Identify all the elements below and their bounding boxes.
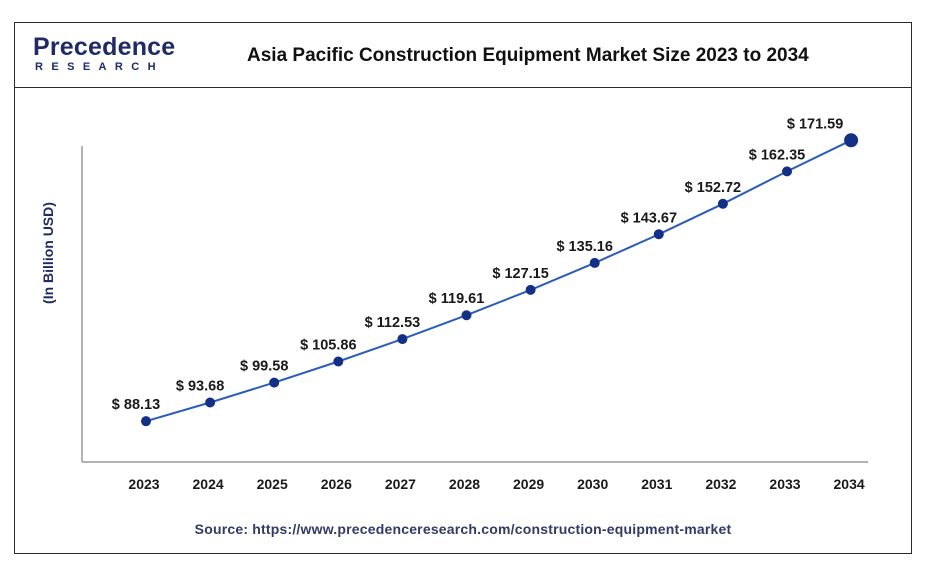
brand-logo: Precedence RESEARCH: [33, 33, 193, 77]
data-point-2032: [717, 198, 728, 209]
data-label-2028: $ 119.61: [429, 291, 485, 307]
chart-title: Asia Pacific Construction Equipment Mark…: [247, 45, 809, 66]
source-note: Source: https://www.precedenceresearch.c…: [194, 521, 732, 537]
data-point-2029: [525, 284, 536, 295]
data-label-2031: $ 143.67: [621, 210, 677, 226]
x-tick-2034: 2034: [834, 476, 865, 492]
data-label-2032: $ 152.72: [685, 180, 741, 196]
logo-wordmark: Precedence: [33, 33, 176, 61]
data-label-2030: $ 135.16: [556, 239, 612, 255]
x-tick-2031: 2031: [641, 476, 672, 492]
data-label-2023: $ 88.13: [112, 397, 160, 413]
data-point-2034: [844, 133, 859, 148]
data-point-2026: [333, 356, 344, 367]
x-tick-2025: 2025: [257, 476, 288, 492]
data-point-2025: [269, 377, 280, 388]
x-tick-2030: 2030: [577, 476, 608, 492]
data-labels: $ 88.13 $ 93.68 $ 99.58 $ 105.86 $ 112.53 $ 1…: [112, 116, 844, 413]
x-tick-labels: 2023 2024 2025 2026 2027 2028 2029 2030 2031 2032…: [128, 476, 864, 492]
x-tick-2027: 2027: [385, 476, 416, 492]
data-label-2029: $ 127.15: [492, 266, 548, 282]
data-label-2025: $ 99.58: [240, 359, 288, 375]
data-point-2023: [141, 416, 151, 427]
data-label-2024: $ 93.68: [176, 379, 224, 395]
data-label-2033: $ 162.35: [749, 147, 805, 163]
data-point-2028: [461, 310, 472, 321]
series-line: [145, 139, 852, 423]
x-tick-2033: 2033: [769, 476, 800, 492]
chart-frame: Precedence RESEARCH Asia Pacific Constru…: [14, 22, 912, 554]
x-tick-2023: 2023: [128, 476, 159, 492]
data-point-2030: [589, 257, 600, 268]
data-point-2027: [397, 334, 408, 345]
x-tick-2026: 2026: [321, 476, 352, 492]
data-points: [141, 133, 859, 427]
data-point-2024: [205, 397, 216, 408]
data-label-2027: $ 112.53: [365, 315, 421, 331]
x-tick-2028: 2028: [449, 476, 480, 492]
x-tick-2029: 2029: [513, 476, 544, 492]
chart-header: Precedence RESEARCH Asia Pacific Constru…: [15, 23, 911, 88]
x-tick-2024: 2024: [193, 476, 224, 492]
x-tick-2032: 2032: [705, 476, 736, 492]
logo-subtitle: RESEARCH: [35, 61, 164, 73]
data-label-2026: $ 105.86: [300, 338, 356, 354]
data-label-2034: $ 171.59: [787, 116, 843, 132]
data-point-2031: [653, 229, 664, 240]
data-point-2033: [782, 166, 792, 177]
